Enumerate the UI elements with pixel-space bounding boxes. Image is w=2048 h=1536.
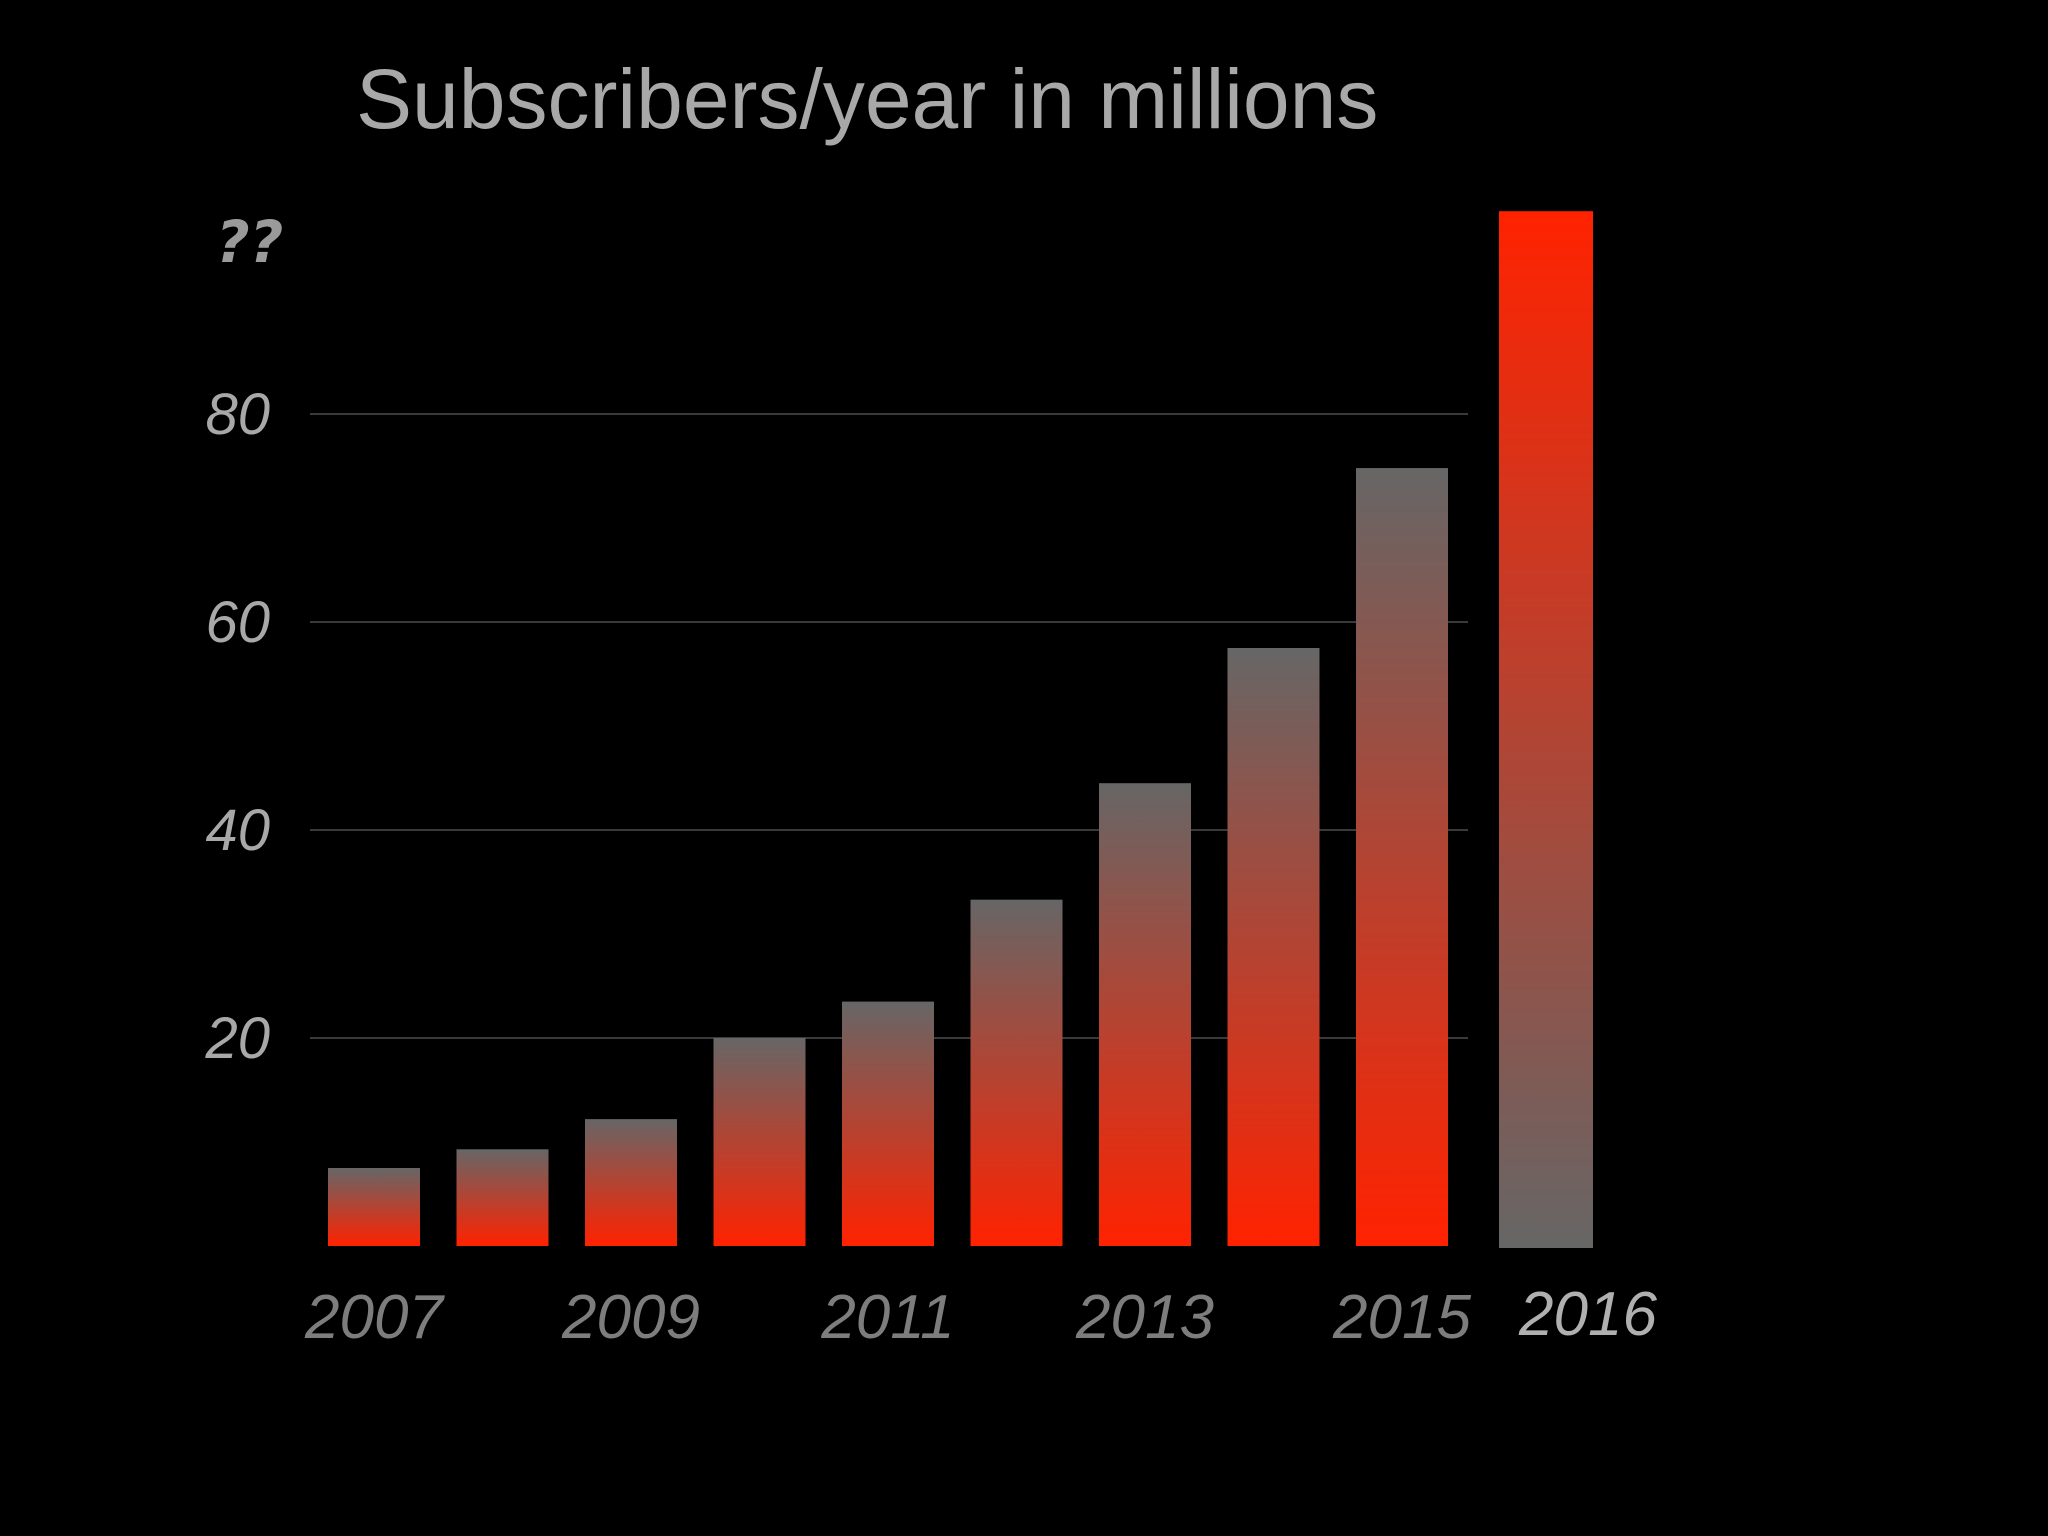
bar-2010 [713,1038,806,1246]
bar-2013 [1099,783,1191,1246]
bar-2016 [1499,211,1593,1249]
x-axis-ticks: 2007 2009 2011 2013 2015 2016 [304,1280,1657,1352]
bar-2011 [842,1001,934,1246]
x-tick-label-2007: 2007 [304,1283,445,1352]
y-tick-label-60: 60 [205,590,270,655]
x-tick-label-2015: 2015 [1332,1283,1471,1352]
x-tick-label-2009: 2009 [561,1283,700,1352]
chart-title: Subscribers/year in millions [356,52,1378,146]
y-tick-label-80: 80 [205,382,270,447]
bars [328,211,1593,1249]
bar-2007 [328,1168,420,1246]
top-tick-label: ?? [216,208,283,276]
y-tick-label-40: 40 [205,798,270,863]
bar-2015 [1356,468,1448,1247]
bar-2012 [970,899,1063,1246]
bar-2009 [585,1119,677,1246]
bar-2014 [1227,648,1320,1246]
y-tick-label-20: 20 [204,1006,270,1071]
x-tick-label-2016: 2016 [1518,1280,1657,1349]
x-tick-label-2013: 2013 [1075,1283,1214,1352]
y-axis-ticks: 20 40 60 80 [204,382,270,1071]
x-tick-label-2011: 2011 [820,1283,954,1352]
bar-2008 [456,1149,549,1246]
